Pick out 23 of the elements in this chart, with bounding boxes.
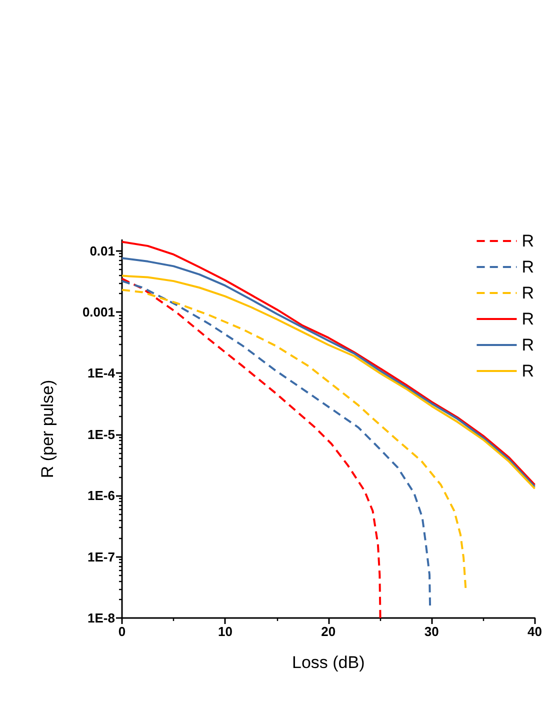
y-tick-label: 1E-6 xyxy=(88,488,115,504)
legend-label: R xyxy=(522,232,534,250)
y-tick-label: 1E-7 xyxy=(88,549,115,564)
y-tick-label: 0.001 xyxy=(82,304,115,320)
legend-label: R xyxy=(522,362,534,380)
x-tick-label: 10 xyxy=(218,624,232,639)
y-tick-label: 1E-5 xyxy=(88,426,115,442)
x-tick-label: 0 xyxy=(118,624,126,639)
line-series xyxy=(121,288,467,589)
line-series xyxy=(121,280,432,607)
y-tick-label: 1E-4 xyxy=(88,366,116,381)
x-axis-title: Loss (dB) xyxy=(292,653,365,672)
x-tick-label: 40 xyxy=(528,624,542,639)
x-tick-label: 20 xyxy=(321,624,336,639)
legend-label: R xyxy=(522,284,534,302)
legend-label: R xyxy=(522,258,534,276)
y-tick-label: 1E-8 xyxy=(88,610,115,626)
legend-label: R xyxy=(522,310,534,328)
y-tick-label: 0.01 xyxy=(90,243,115,258)
legend-label: R xyxy=(522,336,534,354)
y-axis-title: R (per pulse) xyxy=(38,380,57,478)
line-series xyxy=(121,278,382,619)
x-tick-label: 30 xyxy=(424,624,439,639)
